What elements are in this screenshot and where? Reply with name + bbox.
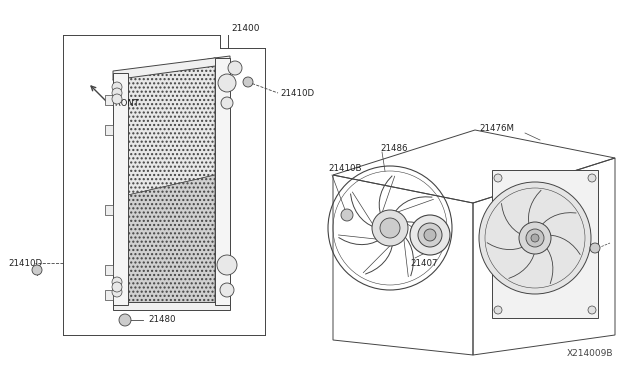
Circle shape [32,265,42,275]
Circle shape [588,306,596,314]
Circle shape [588,174,596,182]
Circle shape [112,82,122,92]
Circle shape [112,88,122,98]
Circle shape [221,97,233,109]
Text: 21410B: 21410B [328,164,362,173]
Circle shape [243,77,253,87]
Circle shape [341,209,353,221]
Circle shape [112,94,122,104]
Circle shape [218,74,236,92]
Circle shape [380,218,400,238]
Polygon shape [128,175,215,305]
Text: 21476M: 21476M [479,124,514,132]
Circle shape [479,182,591,294]
Circle shape [418,223,442,247]
Circle shape [112,282,122,292]
Circle shape [228,61,242,75]
Circle shape [112,277,122,287]
Bar [105,95,113,105]
Circle shape [590,243,600,253]
Text: FRONT: FRONT [110,99,139,108]
Circle shape [531,234,539,242]
Text: 21407: 21407 [410,259,438,267]
Text: X214009B: X214009B [567,349,613,357]
Text: 21410A: 21410A [551,234,584,243]
Text: 21410D: 21410D [280,89,314,97]
Text: 21480: 21480 [148,315,175,324]
Polygon shape [113,56,230,80]
Polygon shape [128,58,215,195]
Bar [105,290,113,300]
Bar [105,125,113,135]
Circle shape [217,255,237,275]
Circle shape [519,222,551,254]
Bar [105,205,113,215]
Circle shape [119,314,131,326]
Circle shape [372,210,408,246]
Circle shape [112,287,122,297]
Text: 21486: 21486 [380,144,408,153]
Circle shape [410,215,450,255]
Circle shape [220,283,234,297]
Bar [105,265,113,275]
Bar [492,170,598,318]
Bar [215,58,230,305]
Circle shape [526,229,544,247]
Circle shape [424,229,436,241]
Text: 21410D: 21410D [8,259,42,267]
Polygon shape [113,302,230,310]
Text: 21400: 21400 [231,23,259,32]
Circle shape [494,174,502,182]
Circle shape [494,306,502,314]
Bar [113,73,128,305]
